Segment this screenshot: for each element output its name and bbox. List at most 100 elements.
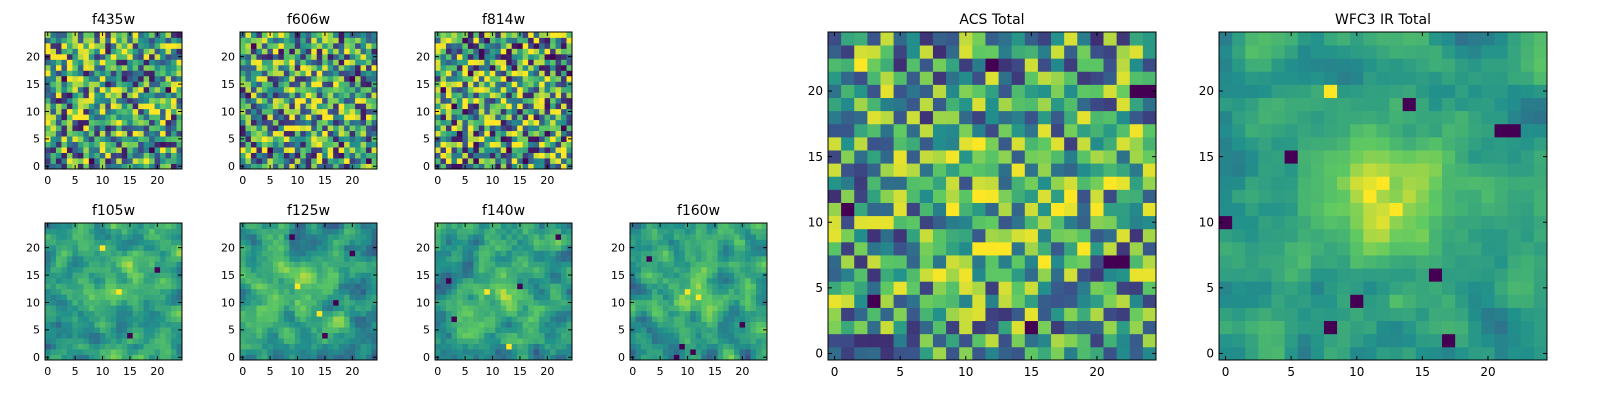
heatmap-cell xyxy=(121,59,128,66)
heatmap-cell xyxy=(349,86,356,93)
y-tick-label: 15 xyxy=(416,78,430,91)
heatmap-cell xyxy=(533,97,540,104)
heatmap-cell xyxy=(506,119,513,126)
heatmap-cell xyxy=(517,97,524,104)
heatmap-cell xyxy=(344,343,350,350)
heatmap-cell xyxy=(657,244,664,251)
heatmap-cell xyxy=(371,48,378,55)
heatmap-cell xyxy=(484,277,491,284)
heatmap-cell xyxy=(261,223,268,229)
heatmap-cell xyxy=(371,294,378,301)
heatmap-cell xyxy=(45,86,51,93)
heatmap-cell xyxy=(630,255,636,262)
heatmap-cell xyxy=(261,37,268,44)
heatmap-cell xyxy=(77,239,84,246)
heatmap-cell xyxy=(550,141,556,148)
heatmap-cell xyxy=(734,272,740,279)
heatmap-cell xyxy=(932,176,947,190)
heatmap-cell xyxy=(116,228,123,235)
heatmap-cell xyxy=(289,59,296,66)
heatmap-cell xyxy=(50,158,57,164)
heatmap-cell xyxy=(467,239,474,246)
heatmap-cell xyxy=(138,266,145,273)
heatmap-cell xyxy=(154,255,161,262)
heatmap-cell xyxy=(138,64,145,71)
heatmap-cell xyxy=(88,244,95,251)
heatmap-cell xyxy=(1129,333,1144,348)
heatmap-cell xyxy=(305,125,312,132)
heatmap-cell xyxy=(250,92,257,99)
heatmap-cell xyxy=(640,343,647,350)
heatmap-cell xyxy=(83,64,90,71)
heatmap-cell xyxy=(723,354,730,361)
heatmap-cell xyxy=(250,59,257,66)
heatmap-cell xyxy=(478,338,485,344)
heatmap-cell xyxy=(94,114,101,121)
heatmap-cell xyxy=(256,327,263,333)
heatmap-cell xyxy=(366,152,372,159)
heatmap-cell xyxy=(635,277,642,284)
heatmap-cell xyxy=(138,75,145,82)
heatmap-cell xyxy=(267,119,274,126)
heatmap-cell xyxy=(522,92,529,99)
heatmap-cell xyxy=(544,316,551,323)
heatmap-cell xyxy=(283,70,290,77)
heatmap-cell xyxy=(176,332,183,339)
heatmap-cell xyxy=(143,64,150,71)
heatmap-cell xyxy=(294,158,301,164)
heatmap-cell xyxy=(467,332,474,339)
heatmap-cell xyxy=(756,288,762,295)
heatmap-cell xyxy=(651,244,658,251)
heatmap-cell xyxy=(635,244,642,251)
heatmap-cell xyxy=(127,70,134,77)
heatmap-cell xyxy=(690,228,697,235)
heatmap-cell xyxy=(550,316,556,323)
heatmap-cell xyxy=(684,277,691,284)
heatmap-cell xyxy=(712,332,719,339)
heatmap-cell xyxy=(1077,241,1091,256)
heatmap-cell xyxy=(99,147,106,153)
heatmap-cell xyxy=(435,316,441,323)
heatmap-cell xyxy=(1037,307,1052,322)
heatmap-cell xyxy=(171,255,177,262)
heatmap-cell xyxy=(555,114,562,121)
heatmap-cell xyxy=(544,152,551,159)
heatmap-cell xyxy=(261,75,268,82)
heatmap-cell xyxy=(250,244,257,251)
heatmap-cell xyxy=(278,75,285,82)
heatmap-cell xyxy=(745,316,751,323)
heatmap-cell xyxy=(893,189,908,203)
heatmap-cell xyxy=(327,299,334,306)
heatmap-cell xyxy=(338,305,345,312)
heatmap-cell xyxy=(322,332,329,339)
heatmap-cell xyxy=(116,338,123,344)
heatmap-cell xyxy=(77,86,84,93)
heatmap-cell xyxy=(261,239,268,246)
heatmap-cell xyxy=(50,283,57,290)
heatmap-cell xyxy=(550,136,556,142)
heatmap-cell xyxy=(127,239,134,246)
heatmap-cell xyxy=(998,189,1013,203)
heatmap-cell xyxy=(1142,307,1157,322)
y-tick-label: 5 xyxy=(618,324,625,337)
heatmap-cell xyxy=(511,321,518,328)
heatmap-cell xyxy=(105,42,112,49)
heatmap-cell xyxy=(116,70,123,77)
heatmap-cell xyxy=(250,108,257,115)
heatmap-cell xyxy=(267,299,274,306)
heatmap-cell xyxy=(998,215,1013,230)
heatmap-cell xyxy=(132,349,139,355)
heatmap-cell xyxy=(45,288,51,295)
heatmap-cell xyxy=(45,233,51,240)
heatmap-cell xyxy=(462,349,469,355)
heatmap-cell xyxy=(149,163,155,170)
heatmap-cell xyxy=(88,310,95,317)
heatmap-cell xyxy=(83,310,90,317)
panel-title: f125w xyxy=(287,203,330,219)
heatmap-cell xyxy=(366,223,372,229)
heatmap-cell xyxy=(160,305,166,312)
heatmap-cell xyxy=(121,354,128,361)
heatmap-cell xyxy=(294,332,301,339)
heatmap-cell xyxy=(734,277,740,284)
heatmap-cell xyxy=(105,53,112,60)
